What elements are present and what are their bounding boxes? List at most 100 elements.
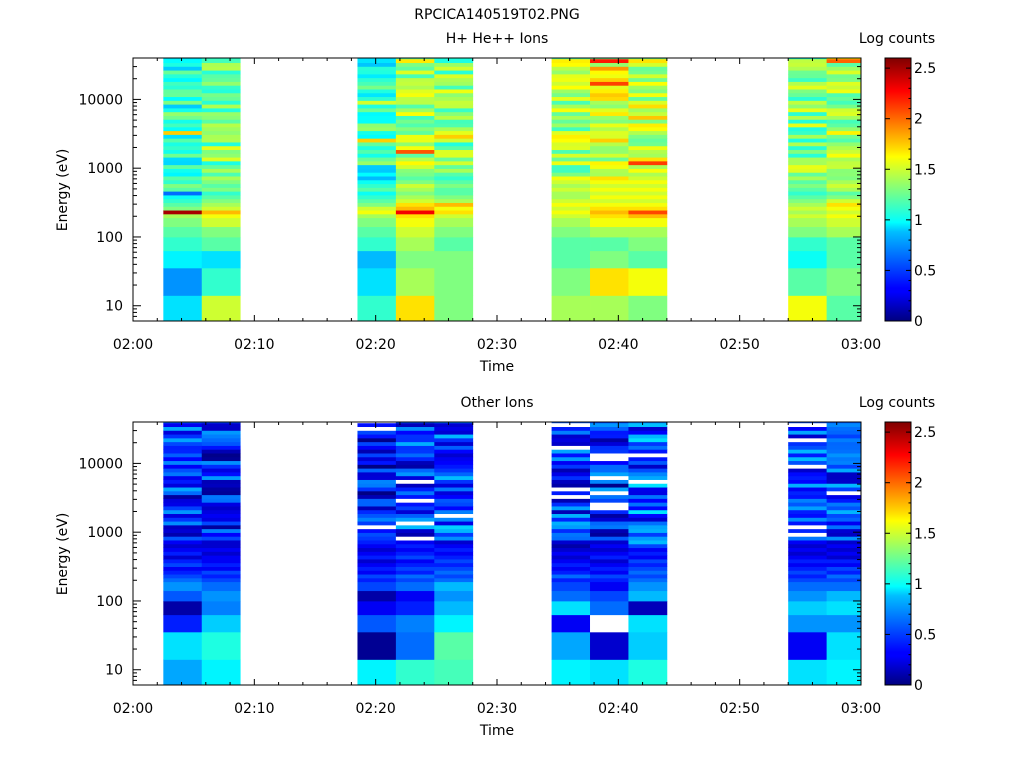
heatmap-cell xyxy=(590,160,629,166)
heatmap-cell xyxy=(357,157,397,162)
plot-frame xyxy=(132,57,862,322)
heatmap-cell xyxy=(357,513,397,518)
heatmap-cell xyxy=(395,614,435,633)
heatmap-cell xyxy=(628,213,668,219)
heatmap-cell xyxy=(434,472,474,477)
heatmap-cell xyxy=(551,521,591,526)
heatmap-cell xyxy=(201,142,241,147)
heatmap-cell xyxy=(395,574,435,579)
heatmap-cell xyxy=(434,487,474,492)
heatmap-cell xyxy=(201,108,241,113)
x-tick-label: 03:00 xyxy=(841,337,881,353)
heatmap-cell xyxy=(551,631,591,660)
heatmap-cell xyxy=(551,468,591,473)
heatmap-cell xyxy=(628,58,668,60)
heatmap-cell xyxy=(357,115,397,120)
colorbar-label: Log counts xyxy=(859,31,935,47)
heatmap-cell xyxy=(628,172,668,177)
heatmap-cell xyxy=(201,430,241,435)
heatmap-cell xyxy=(201,494,241,499)
heatmap-cell xyxy=(590,524,629,530)
heatmap-cell xyxy=(551,562,591,567)
heatmap-cell xyxy=(201,168,241,173)
heatmap-cell xyxy=(628,577,668,583)
heatmap-cell xyxy=(357,138,397,143)
heatmap-cell xyxy=(395,168,435,173)
heatmap-cell xyxy=(788,73,828,79)
heatmap-cell xyxy=(590,551,629,556)
heatmap-cell xyxy=(163,570,203,575)
heatmap-cell xyxy=(434,521,474,526)
heatmap-cell xyxy=(590,77,629,82)
heatmap-cell xyxy=(434,540,474,545)
heatmap-cell xyxy=(201,115,241,120)
heatmap-cell xyxy=(201,123,241,128)
heatmap-cell xyxy=(201,437,241,443)
heatmap-cell xyxy=(434,111,474,116)
heatmap-cell xyxy=(628,430,668,435)
heatmap-cell xyxy=(201,172,241,177)
heatmap-cell xyxy=(590,198,629,203)
y-axis-label: Energy (eV) xyxy=(55,149,71,232)
heatmap-cell xyxy=(395,195,435,200)
panel-other-ions: Other Ions Log counts 02:00 02:10 02:20 02:… xyxy=(55,395,936,739)
heatmap-cell xyxy=(826,543,862,549)
heatmap-cell xyxy=(201,187,241,192)
heatmap-cell xyxy=(163,58,203,60)
heatmap-cell xyxy=(788,66,828,71)
heatmap-cell xyxy=(551,130,591,135)
heatmap-cell xyxy=(201,532,241,537)
heatmap-cell xyxy=(788,502,828,507)
heatmap-cell xyxy=(357,659,397,686)
heatmap-cell xyxy=(788,490,828,496)
heatmap-cell xyxy=(201,581,241,592)
heatmap-cell xyxy=(395,570,435,575)
heatmap-cell xyxy=(163,168,203,173)
heatmap-cell xyxy=(201,191,241,196)
heatmap-cell xyxy=(434,210,474,215)
heatmap-cell xyxy=(434,441,474,446)
heatmap-cell xyxy=(826,540,862,545)
heatmap-cell xyxy=(826,487,862,492)
heatmap-cell xyxy=(826,213,862,219)
heatmap-cell xyxy=(201,559,241,564)
heatmap-cell xyxy=(357,100,397,105)
heatmap-cell xyxy=(788,430,828,435)
heatmap-cell xyxy=(201,577,241,583)
x-tick-label: 02:10 xyxy=(234,337,274,353)
heatmap-cell xyxy=(551,111,591,116)
heatmap-cell xyxy=(434,267,474,296)
heatmap-cell xyxy=(395,449,435,454)
heatmap-cell xyxy=(826,430,862,435)
heatmap-cell xyxy=(357,213,397,219)
heatmap-cell xyxy=(628,487,668,492)
heatmap-cell xyxy=(395,73,435,79)
heatmap-cell xyxy=(628,422,668,428)
heatmap-cell xyxy=(434,179,474,185)
heatmap-cell xyxy=(201,119,241,124)
heatmap-cell xyxy=(395,521,435,526)
heatmap-cell xyxy=(163,73,203,79)
heatmap-cell xyxy=(163,160,203,166)
heatmap-cell xyxy=(434,66,474,71)
heatmap-cell xyxy=(201,524,241,530)
heatmap-cell xyxy=(395,422,435,428)
heatmap-cell xyxy=(395,206,435,211)
heatmap-cell xyxy=(434,96,474,101)
heatmap-cell xyxy=(201,475,241,480)
heatmap-cell xyxy=(628,483,668,488)
heatmap-cell xyxy=(590,92,629,98)
heatmap-cell xyxy=(395,445,435,450)
heatmap-cell xyxy=(395,213,435,219)
heatmap-cell xyxy=(434,77,474,82)
heatmap-cell xyxy=(163,100,203,105)
heatmap-cell xyxy=(395,96,435,101)
heatmap-cell xyxy=(788,145,828,151)
heatmap-cell xyxy=(434,198,474,203)
heatmap-cell xyxy=(201,70,241,75)
heatmap-cell xyxy=(788,58,828,60)
heatmap-cell xyxy=(788,437,828,443)
heatmap-cell xyxy=(395,81,435,86)
heatmap-cell xyxy=(788,111,828,116)
heatmap-cell xyxy=(628,434,668,439)
